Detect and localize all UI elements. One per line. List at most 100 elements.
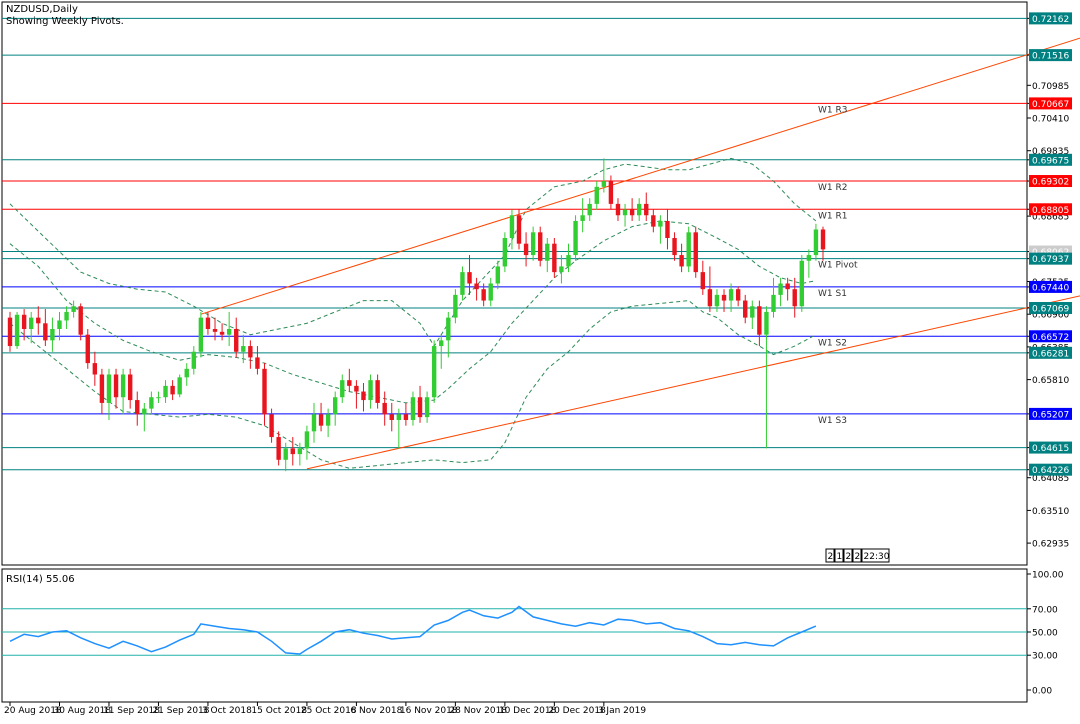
candle xyxy=(700,260,706,295)
candle-body xyxy=(219,331,225,335)
candle-body xyxy=(283,448,288,460)
candle-body xyxy=(311,414,317,432)
candle-body xyxy=(113,374,119,398)
candle-body xyxy=(552,243,557,273)
scale-button[interactable]: 2 xyxy=(852,548,862,563)
candle xyxy=(389,402,394,432)
candle-body xyxy=(594,186,599,204)
candle xyxy=(226,311,232,347)
current-level-badge xyxy=(1029,153,1072,166)
candle xyxy=(693,226,698,278)
candle-body xyxy=(304,431,310,449)
candle xyxy=(735,286,741,307)
candle xyxy=(559,255,564,284)
scale-button[interactable]: 2 xyxy=(825,548,835,563)
candle xyxy=(283,442,288,472)
candle xyxy=(644,192,649,221)
scale-buttons[interactable]: 2 1 2 2 22:30 xyxy=(825,548,890,563)
candle-body xyxy=(127,374,133,401)
candle xyxy=(757,300,762,347)
rsi-tick-label: 0.00 xyxy=(1032,687,1052,697)
candle xyxy=(743,294,748,324)
candle-body xyxy=(665,220,670,239)
candle-body xyxy=(106,374,112,403)
candle-body xyxy=(120,374,126,398)
candle-body xyxy=(820,229,826,250)
candle-body xyxy=(71,306,76,312)
candle-body xyxy=(778,283,783,295)
candle-body xyxy=(7,317,13,347)
current-level-label: 0.71516 xyxy=(1032,52,1069,62)
scale-button-box xyxy=(834,548,844,563)
candle xyxy=(728,283,734,312)
current-level-label: 0.64226 xyxy=(1032,466,1069,476)
rsi-line xyxy=(9,605,817,655)
candle-body xyxy=(743,300,748,318)
scale-button[interactable]: 2 xyxy=(843,548,853,563)
current-level-label: 0.66572 xyxy=(1032,333,1069,343)
candle xyxy=(85,328,90,369)
current-level-badge xyxy=(1029,12,1072,25)
candle xyxy=(36,306,41,335)
candle-body xyxy=(57,320,62,329)
candle xyxy=(149,391,154,415)
candle xyxy=(375,374,380,409)
time-tick-label: 3 Jan 2019 xyxy=(598,706,646,716)
main-panel-border xyxy=(1,1,1028,566)
trend-line xyxy=(200,37,1080,315)
price-axis: 0.72162 0.71516 0.70985 0.70667 0.70410 0.698… xyxy=(1027,12,1072,550)
candle-body xyxy=(205,317,211,329)
candle xyxy=(304,425,310,460)
candle-body xyxy=(382,402,387,415)
candle-body xyxy=(354,385,359,392)
candle xyxy=(205,311,211,335)
candle-body xyxy=(191,351,197,369)
candle xyxy=(764,306,769,449)
candle xyxy=(629,198,635,221)
candle-body xyxy=(212,328,218,332)
time-tick-label: 11 Sep 2018 xyxy=(103,706,160,716)
time-tick-label: 16 Nov 2018 xyxy=(400,706,458,716)
candle-body xyxy=(495,266,500,284)
scale-button[interactable]: 22:30 xyxy=(861,548,890,563)
time-tick-label: 28 Nov 2018 xyxy=(449,706,507,716)
price-tick-label: 0.68685 xyxy=(1032,213,1069,223)
current-level-badge xyxy=(1029,252,1072,265)
candle-body xyxy=(269,414,274,438)
candle-body xyxy=(248,346,253,358)
candle xyxy=(135,391,140,426)
candle xyxy=(636,198,642,221)
candle-body xyxy=(523,243,529,256)
candle xyxy=(403,402,409,426)
candle-body xyxy=(325,414,331,426)
candle xyxy=(488,277,493,307)
current-level-badge xyxy=(1029,175,1072,188)
candle xyxy=(566,243,571,273)
candle xyxy=(78,303,83,341)
candle xyxy=(290,437,295,466)
bollinger-middle-band xyxy=(9,220,816,404)
candle-body xyxy=(785,283,790,290)
candle xyxy=(234,317,239,358)
candle-body xyxy=(226,328,232,335)
scale-button[interactable]: 1 xyxy=(834,548,844,563)
candle xyxy=(57,311,62,341)
candle xyxy=(191,346,197,375)
candle xyxy=(679,243,684,273)
candle xyxy=(325,408,331,438)
candle xyxy=(64,306,69,329)
candle-body xyxy=(439,340,444,347)
chart-subtitle: Showing Weekly Pivots. xyxy=(6,16,124,27)
candle xyxy=(460,266,465,301)
candle xyxy=(417,385,423,423)
candle xyxy=(7,311,13,352)
candle-body xyxy=(707,289,713,307)
candle xyxy=(580,198,585,233)
candle-body xyxy=(474,283,479,290)
pivot-label: W1 S3 xyxy=(818,416,847,426)
candle-body xyxy=(580,215,585,221)
candle xyxy=(771,277,776,318)
candle xyxy=(587,198,592,221)
candle-body xyxy=(757,306,762,335)
